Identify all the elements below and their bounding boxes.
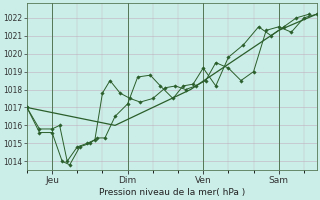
- X-axis label: Pression niveau de la mer( hPa ): Pression niveau de la mer( hPa ): [99, 188, 245, 197]
